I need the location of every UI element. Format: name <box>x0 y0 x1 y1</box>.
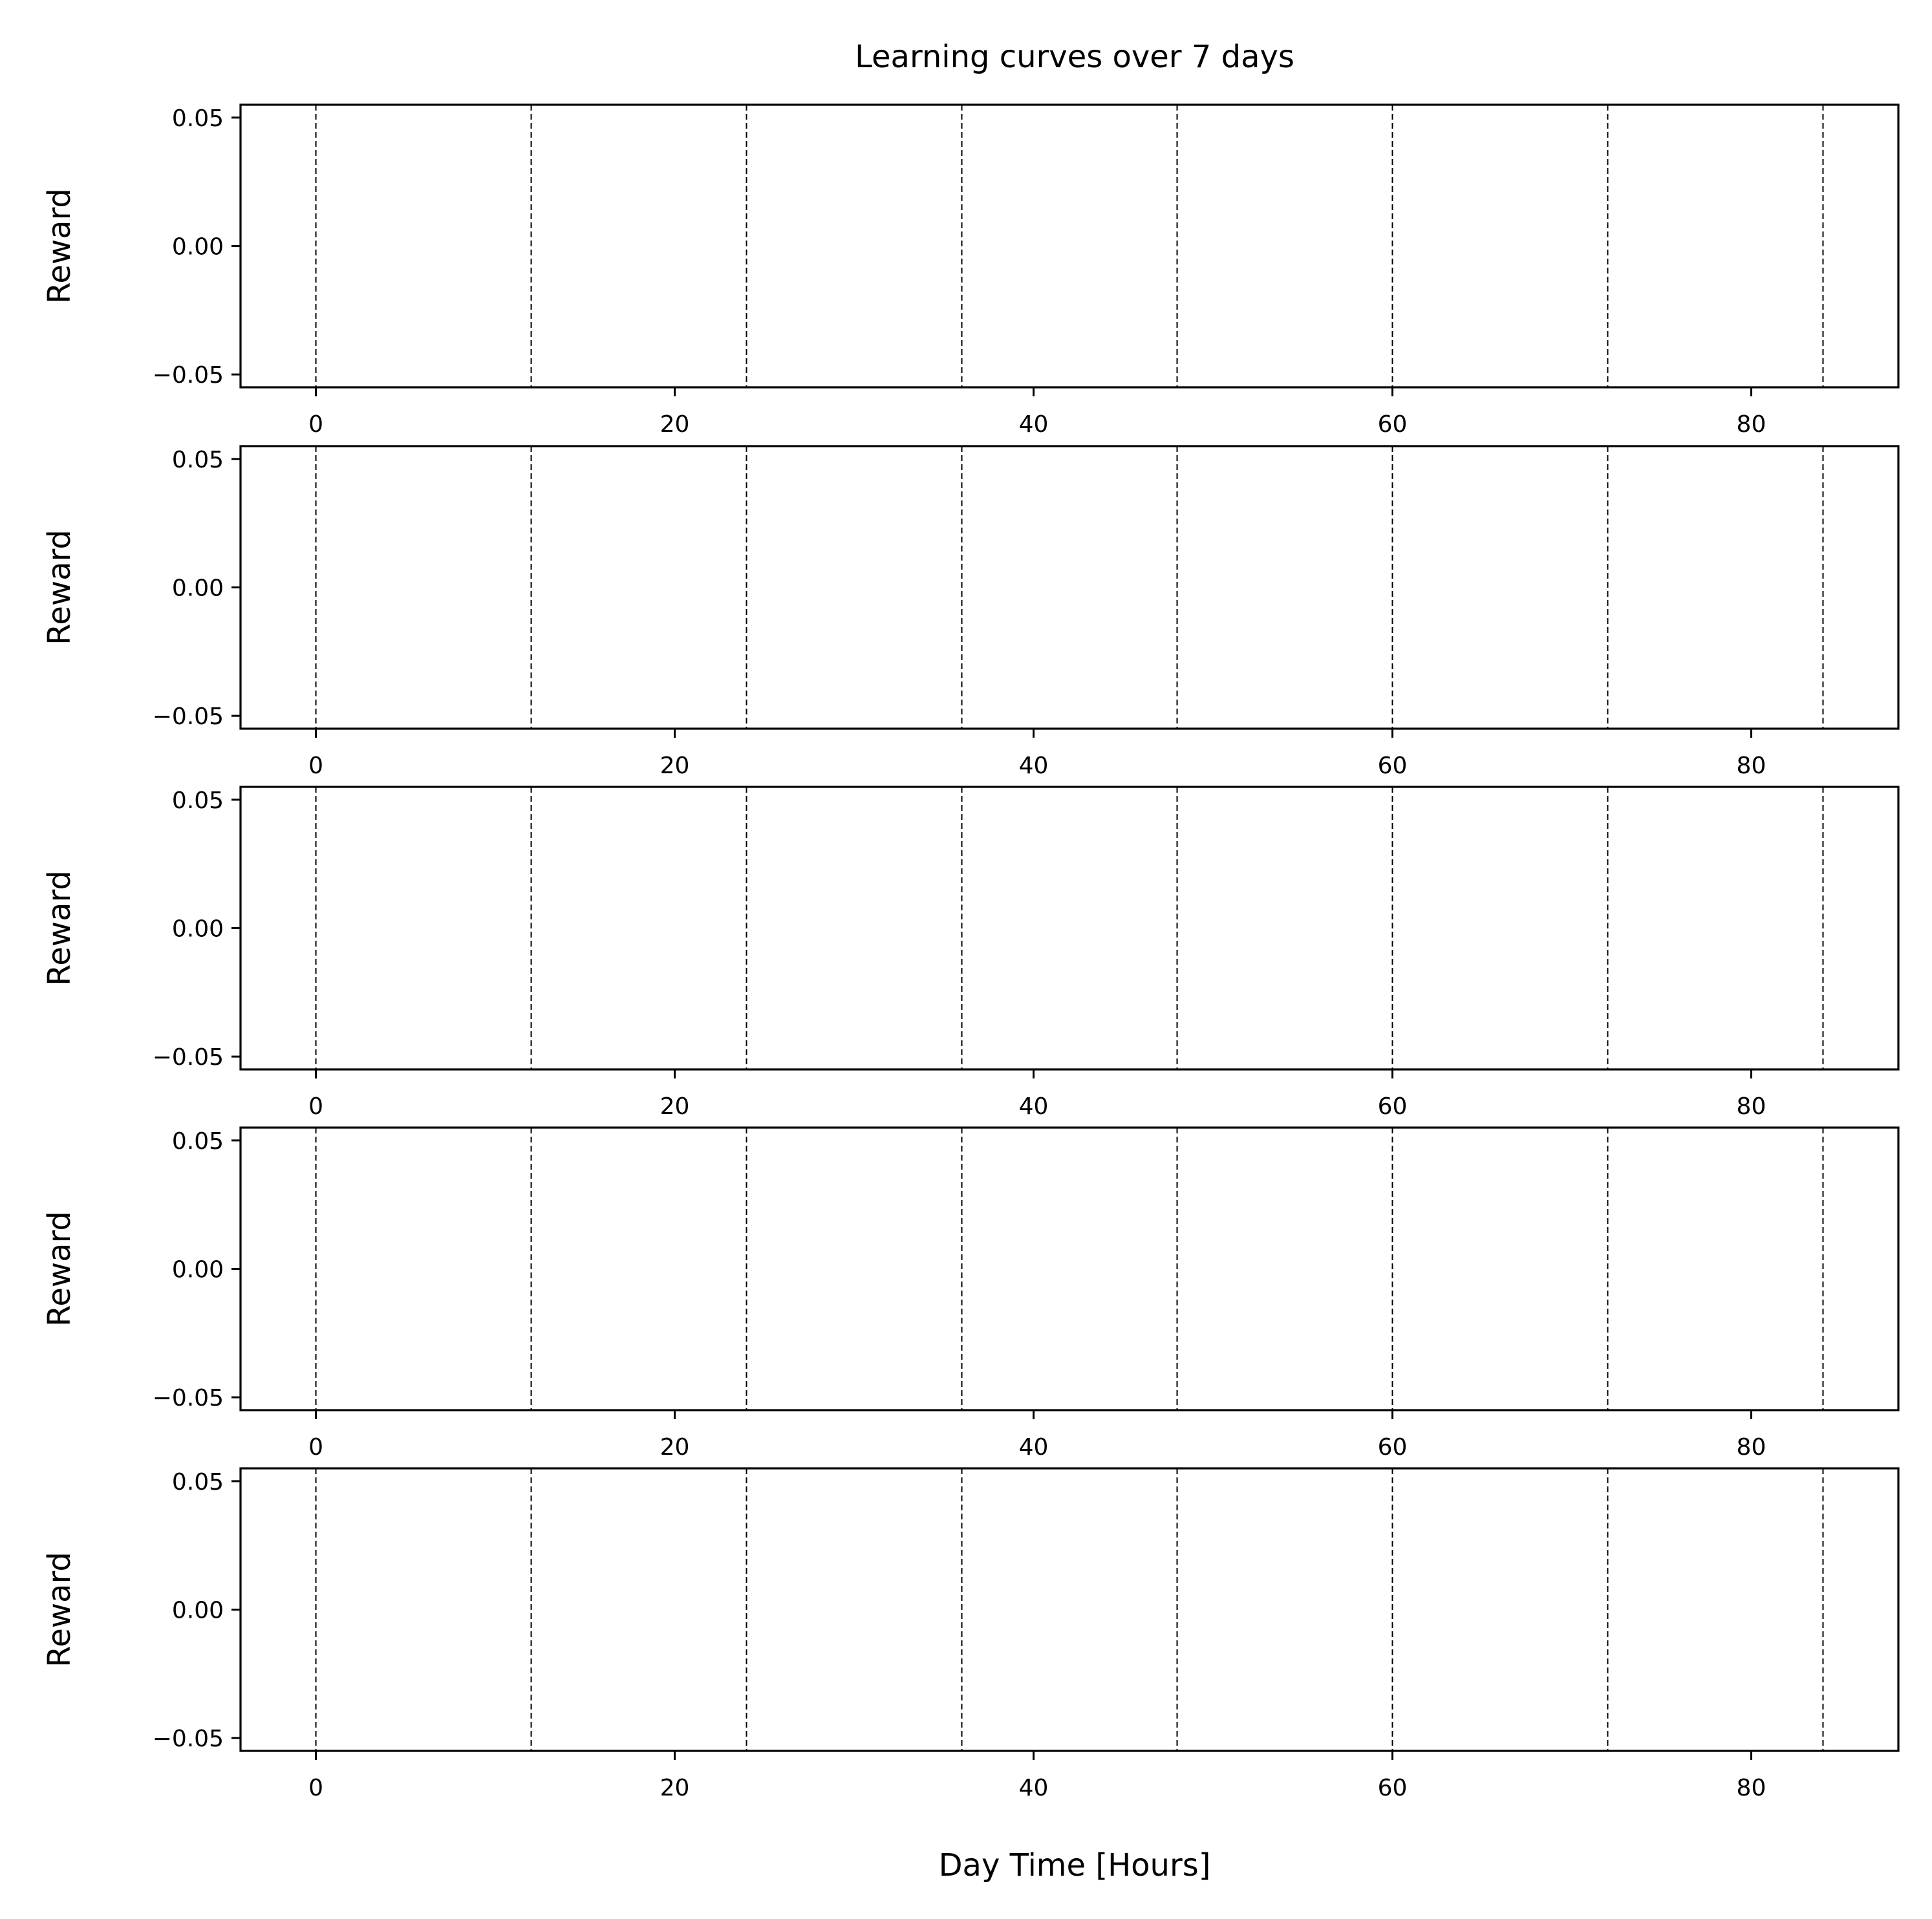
x-tick-label: 0 <box>308 1093 323 1120</box>
y-axis-label: Reward <box>41 1211 78 1327</box>
x-tick-label: 0 <box>308 753 323 779</box>
x-tick-label: 40 <box>1019 1434 1049 1461</box>
y-tick-label: −0.05 <box>153 1726 224 1752</box>
x-tick-label: 60 <box>1378 1093 1408 1120</box>
x-tick-label: 40 <box>1019 411 1049 438</box>
subplot-5: 0.05 0.00 −0.05 0 20 40 60 80 Reward <box>41 1467 1900 1801</box>
y-tick-label: 0.00 <box>172 575 224 602</box>
y-tick-label: 0.05 <box>172 1469 224 1496</box>
x-tick-label: 80 <box>1737 753 1766 779</box>
y-tick-label: 0.00 <box>172 916 224 943</box>
x-tick-label: 60 <box>1378 753 1408 779</box>
x-tick-label: 60 <box>1378 411 1408 438</box>
y-tick-label: −0.05 <box>153 1385 224 1411</box>
y-tick-label: 0.00 <box>172 234 224 261</box>
y-tick-label: 0.05 <box>172 1128 224 1155</box>
subplot-1: 0.05 0.00 −0.05 0 20 40 60 80 Reward <box>41 103 1900 438</box>
x-tick-label: 20 <box>660 753 690 779</box>
y-tick-label: −0.05 <box>153 1044 224 1071</box>
x-tick-label: 0 <box>308 411 323 438</box>
subplot-4: 0.05 0.00 −0.05 0 20 40 60 80 Reward <box>41 1126 1900 1461</box>
subplot-grid: 0.05 0.00 −0.05 0 20 40 60 80 Reward 0.05 0.00 −0.0… <box>41 103 1900 1801</box>
y-tick-label: 0.00 <box>172 1257 224 1283</box>
x-tick-label: 80 <box>1737 1775 1766 1801</box>
x-tick-label: 60 <box>1378 1434 1408 1461</box>
y-tick-label: 0.05 <box>172 788 224 814</box>
x-axis-label: Day Time [Hours] <box>939 1847 1211 1883</box>
x-tick-label: 20 <box>660 1775 690 1801</box>
y-axis-label: Reward <box>41 870 78 986</box>
subplot-2: 0.05 0.00 −0.05 0 20 40 60 80 Reward <box>41 445 1900 779</box>
x-tick-label: 40 <box>1019 1775 1049 1801</box>
subplot-3: 0.05 0.00 −0.05 0 20 40 60 80 Reward <box>41 786 1900 1120</box>
y-tick-label: −0.05 <box>153 362 224 389</box>
x-tick-label: 60 <box>1378 1775 1408 1801</box>
y-axis-label: Reward <box>41 188 78 304</box>
x-tick-label: 20 <box>660 411 690 438</box>
y-tick-label: 0.05 <box>172 447 224 473</box>
x-tick-label: 80 <box>1737 1093 1766 1120</box>
y-tick-label: 0.00 <box>172 1598 224 1624</box>
x-tick-label: 0 <box>308 1434 323 1461</box>
y-tick-label: 0.05 <box>172 105 224 132</box>
chart-title: Learning curves over 7 days <box>855 39 1294 75</box>
y-axis-label: Reward <box>41 530 78 645</box>
x-tick-label: 80 <box>1737 411 1766 438</box>
x-tick-label: 20 <box>660 1434 690 1461</box>
x-tick-label: 80 <box>1737 1434 1766 1461</box>
x-tick-label: 40 <box>1019 753 1049 779</box>
y-axis-label: Reward <box>41 1552 78 1667</box>
x-tick-label: 20 <box>660 1093 690 1120</box>
x-tick-label: 0 <box>308 1775 323 1801</box>
x-tick-label: 40 <box>1019 1093 1049 1120</box>
y-tick-label: −0.05 <box>153 703 224 730</box>
